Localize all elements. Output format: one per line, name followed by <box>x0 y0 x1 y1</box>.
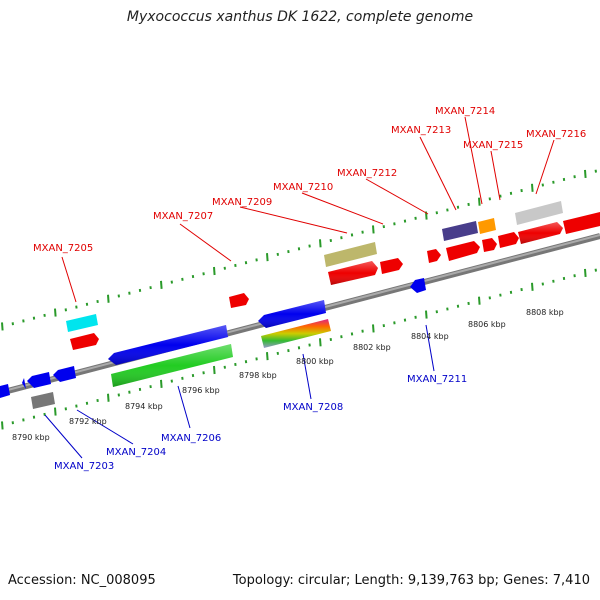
map-title: Myxococcus xanthus DK 1622, complete gen… <box>126 9 474 25</box>
major-tick <box>266 352 269 361</box>
reverse-gene-labels: MXAN_7203 MXAN_7204 MXAN_7206 MXAN_7208 … <box>54 374 467 472</box>
leader-line <box>302 353 312 400</box>
major-tick <box>1 421 4 430</box>
gene-feature[interactable] <box>515 201 563 225</box>
gene-label[interactable]: MXAN_7210 <box>273 182 333 193</box>
major-tick <box>425 310 428 319</box>
kbp-label: 8792 kbp <box>69 417 107 426</box>
kbp-label: 8794 kbp <box>125 402 163 411</box>
gene-label[interactable]: MXAN_7208 <box>283 402 343 413</box>
kbp-label: 8790 kbp <box>12 433 50 442</box>
kbp-labels: 8790 kbp 8792 kbp 8794 kbp 8796 kbp 8798… <box>12 308 564 442</box>
gene-label[interactable]: MXAN_7204 <box>106 447 166 458</box>
leader-line <box>419 136 457 211</box>
topology-text: Topology: circular; Length: 9,139,763 bp… <box>232 573 590 588</box>
reverse-leader-lines <box>44 324 435 459</box>
major-tick <box>531 282 534 291</box>
major-tick <box>584 268 587 277</box>
gene-feature[interactable] <box>22 378 26 389</box>
forward-gene-labels: MXAN_7205 MXAN_7207 MXAN_7209 MXAN_7210 … <box>33 106 586 254</box>
major-tick <box>160 280 163 289</box>
gene-label[interactable]: MXAN_7205 <box>33 243 93 254</box>
major-tick <box>319 338 322 347</box>
gene-feature[interactable] <box>563 212 600 234</box>
feature-shading <box>108 222 563 387</box>
major-tick <box>54 407 57 416</box>
major-tick <box>531 183 534 192</box>
gene-label[interactable]: MXAN_7213 <box>391 125 451 136</box>
major-tick <box>584 169 587 178</box>
gene-feature[interactable] <box>27 372 51 388</box>
gene-feature[interactable] <box>380 258 403 274</box>
gene-feature[interactable] <box>442 221 478 241</box>
leader-line <box>301 192 384 225</box>
major-tick <box>372 324 375 333</box>
leader-line <box>365 178 429 215</box>
major-tick <box>107 393 110 402</box>
gene-feature[interactable] <box>66 314 98 332</box>
gene-label[interactable]: MXAN_7215 <box>463 140 523 151</box>
major-tick <box>213 365 216 375</box>
forward-leader-lines <box>61 116 555 303</box>
gene-label[interactable]: MXAN_7209 <box>212 197 272 208</box>
leader-line <box>425 324 435 372</box>
kbp-label: 8800 kbp <box>296 357 334 366</box>
gene-label[interactable]: MXAN_7216 <box>526 129 586 140</box>
kbp-label: 8806 kbp <box>468 320 506 329</box>
major-tick <box>478 296 481 305</box>
gene-label[interactable]: MXAN_7207 <box>153 211 213 222</box>
major-tick <box>54 308 57 317</box>
leader-line <box>535 139 555 195</box>
leader-line <box>44 414 83 459</box>
gene-label[interactable]: MXAN_7211 <box>407 374 467 385</box>
accession-text: Accession: NC_008095 <box>8 573 156 588</box>
gene-label[interactable]: MXAN_7203 <box>54 461 114 472</box>
kbp-label: 8798 kbp <box>239 371 277 380</box>
gene-feature[interactable] <box>427 249 441 263</box>
major-tick <box>478 197 481 206</box>
major-tick <box>372 225 375 234</box>
gene-feature[interactable] <box>478 218 496 234</box>
major-tick <box>213 266 216 276</box>
leader-line <box>76 409 134 445</box>
gene-label[interactable]: MXAN_7206 <box>161 433 221 444</box>
gene-feature[interactable] <box>229 293 249 308</box>
major-tick <box>1 322 4 331</box>
gene-feature[interactable] <box>446 241 480 261</box>
kbp-label: 8808 kbp <box>526 308 564 317</box>
gene-feature[interactable] <box>261 319 331 348</box>
leader-line <box>177 385 191 429</box>
gene-feature[interactable] <box>31 392 55 409</box>
leader-line <box>239 206 348 234</box>
gene-feature[interactable] <box>498 232 519 248</box>
gene-feature[interactable] <box>0 384 10 398</box>
gene-feature[interactable] <box>70 333 99 350</box>
upper-tick-rail <box>1 169 597 331</box>
major-tick <box>266 253 269 262</box>
leader-line <box>179 223 232 262</box>
gene-label[interactable]: MXAN_7214 <box>435 106 495 117</box>
major-tick <box>107 294 110 303</box>
gene-feature[interactable] <box>324 242 377 267</box>
kbp-label: 8802 kbp <box>353 343 391 352</box>
gene-feature[interactable] <box>53 366 76 382</box>
gene-feature[interactable] <box>482 238 497 252</box>
leader-line <box>61 256 77 303</box>
major-tick <box>160 379 163 388</box>
kbp-label: 8804 kbp <box>411 332 449 341</box>
major-tick <box>319 239 322 248</box>
lower-tick-rail <box>1 268 597 430</box>
leader-line <box>490 150 501 201</box>
gene-label[interactable]: MXAN_7212 <box>337 168 397 179</box>
leader-line <box>464 116 483 205</box>
kbp-label: 8796 kbp <box>182 386 220 395</box>
gene-feature[interactable] <box>410 278 426 293</box>
